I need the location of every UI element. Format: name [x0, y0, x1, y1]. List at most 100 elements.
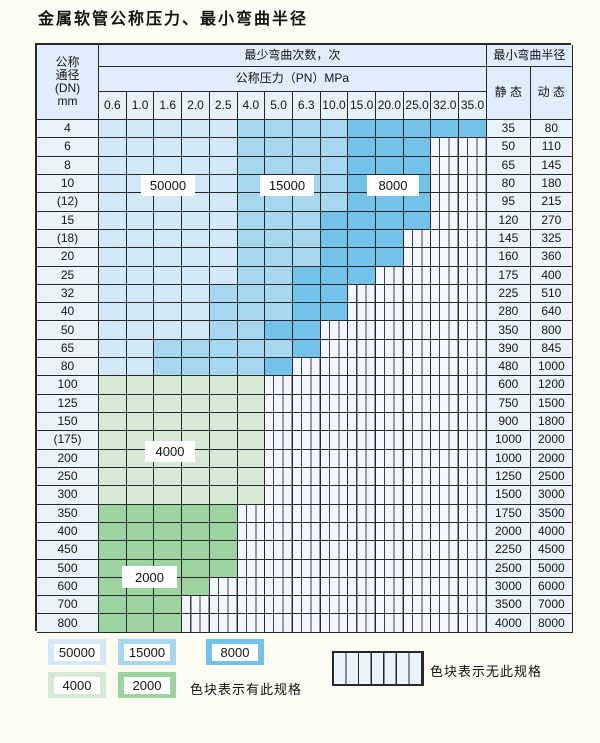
- no-spec-cell: [265, 376, 293, 395]
- no-spec-cell: [320, 376, 349, 395]
- static-radius-value: 145: [486, 229, 531, 249]
- no-spec-cell: [403, 522, 432, 542]
- no-spec-cell: [209, 577, 238, 597]
- no-spec-cell: [376, 321, 404, 340]
- spec-cell-50000: [209, 211, 238, 230]
- no-spec-cell: [348, 284, 377, 304]
- spec-cell-50000: [126, 339, 155, 359]
- row-dn-label: 15: [37, 211, 99, 230]
- no-spec-cell: [403, 577, 432, 597]
- pressure-tick: 0.6: [99, 92, 127, 120]
- spec-cell-8000: [292, 266, 321, 285]
- row-dn-label: 600: [37, 577, 99, 597]
- spec-cell-4000: [237, 431, 266, 450]
- spec-cell-15000: [265, 266, 293, 285]
- spec-cell-4000: [99, 394, 127, 413]
- spec-cell-50000: [99, 138, 127, 157]
- row-dn-label: 700: [37, 596, 99, 615]
- no-spec-cell: [403, 504, 432, 523]
- spec-cell-2000: [182, 522, 210, 542]
- spec-cell-50000: [126, 321, 155, 340]
- bend-cycles-header: 最少弯曲次数，次: [99, 45, 487, 67]
- no-spec-cell: [376, 467, 404, 487]
- no-spec-cell: [403, 321, 432, 340]
- spec-cell-4000: [126, 413, 155, 432]
- static-radius-value: 2250: [486, 541, 531, 560]
- no-spec-cell: [320, 449, 349, 468]
- no-spec-cell: [292, 559, 321, 578]
- dynamic-radius-value: 5000: [530, 559, 573, 578]
- spec-cell-15000: [292, 211, 321, 230]
- no-spec-cell: [403, 339, 432, 359]
- spec-cell-4000: [182, 467, 210, 487]
- static-radius-value: 3000: [486, 577, 531, 597]
- static-radius-value: 1500: [486, 486, 531, 505]
- no-spec-cell: [431, 174, 460, 194]
- dynamic-radius-value: 1800: [530, 413, 573, 432]
- no-spec-cell: [431, 596, 460, 615]
- min-bend-radius-header: 最小弯曲半径: [486, 45, 573, 67]
- spec-cell-50000: [154, 120, 183, 139]
- spec-cell-15000: [292, 229, 321, 249]
- spec-cell-15000: [265, 156, 293, 175]
- spec-cell-8000: [348, 266, 377, 285]
- no-spec-cell: [459, 467, 487, 487]
- no-spec-cell: [376, 413, 404, 432]
- no-spec-cell: [431, 541, 460, 560]
- dynamic-radius-value: 400: [530, 266, 573, 285]
- spec-cell-8000: [403, 138, 432, 157]
- no-spec-cell: [459, 358, 487, 377]
- spec-cell-8000: [376, 229, 404, 249]
- dynamic-radius-value: 845: [530, 339, 573, 359]
- has-spec-caption: 色块表示有此规格: [190, 682, 303, 697]
- row-dn-label: 20: [37, 248, 99, 267]
- spec-cell-4000: [209, 376, 238, 395]
- static-radius-value: 65: [486, 156, 531, 175]
- no-spec-cell: [376, 559, 404, 578]
- dynamic-radius-value: 180: [530, 174, 573, 194]
- legend-swatch-value: 8000: [212, 643, 258, 661]
- no-spec-cell: [237, 559, 266, 578]
- no-spec-cell: [348, 394, 377, 413]
- spec-cell-50000: [182, 156, 210, 175]
- row-dn-label: 50: [37, 321, 99, 340]
- no-spec-cell: [292, 522, 321, 542]
- legend-swatch-50000: 50000: [48, 639, 106, 665]
- no-spec-cell: [348, 559, 377, 578]
- spec-cell-50000: [99, 339, 127, 359]
- no-spec-cell: [265, 394, 293, 413]
- legend-swatch-15000: 15000: [118, 639, 176, 665]
- spec-cell-50000: [99, 266, 127, 285]
- no-spec-cell: [431, 193, 460, 212]
- dynamic-radius-value: 145: [530, 156, 573, 175]
- static-radius-value: 80: [486, 174, 531, 194]
- spec-cell-15000: [182, 339, 210, 359]
- dynamic-radius-value: 800: [530, 321, 573, 340]
- pressure-tick: 5.0: [265, 92, 293, 120]
- legend-swatch-2000: 2000: [118, 672, 176, 698]
- zone-value-label: 4000: [145, 441, 195, 462]
- spec-cell-8000: [348, 248, 377, 267]
- no-spec-cell: [237, 504, 266, 523]
- no-spec-cell: [459, 486, 487, 505]
- row-dn-label: 300: [37, 486, 99, 505]
- dynamic-radius-value: 7000: [530, 596, 573, 615]
- no-spec-cell: [431, 358, 460, 377]
- no-spec-cell: [459, 193, 487, 212]
- no-spec-cell: [292, 394, 321, 413]
- row-dn-label: 125: [37, 394, 99, 413]
- no-spec-cell: [237, 577, 266, 597]
- no-spec-cell: [265, 614, 293, 633]
- dynamic-radius-value: 4000: [530, 522, 573, 542]
- spec-cell-4000: [126, 376, 155, 395]
- dynamic-radius-value: 4500: [530, 541, 573, 560]
- row-dn-label: 450: [37, 541, 99, 560]
- no-spec-cell: [376, 376, 404, 395]
- spec-cell-50000: [154, 229, 183, 249]
- spec-cell-50000: [99, 193, 127, 212]
- no-spec-cell: [265, 522, 293, 542]
- pressure-tick: 35.0: [459, 92, 487, 120]
- no-spec-cell: [292, 486, 321, 505]
- no-spec-cell: [459, 614, 487, 633]
- no-spec-cell: [403, 614, 432, 633]
